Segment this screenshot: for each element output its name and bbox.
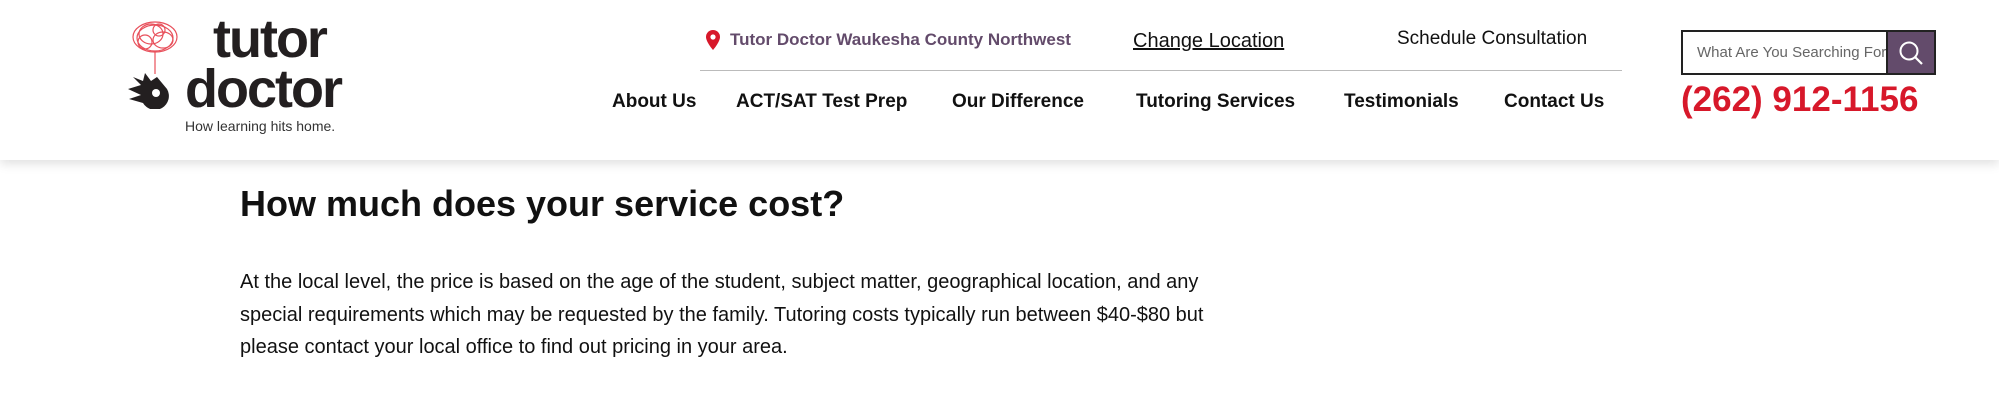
search-button[interactable] (1886, 32, 1934, 73)
nav-contact-us[interactable]: Contact Us (1504, 91, 1605, 112)
schedule-consultation-link[interactable]: Schedule Consultation (1397, 28, 1588, 49)
cost-paragraph: At the local level, the price is based o… (240, 271, 1204, 358)
nav-act-sat-test-prep[interactable]: ACT/SAT Test Prep (736, 91, 908, 112)
nav-testimonials[interactable]: Testimonials (1344, 91, 1459, 112)
search-form (1681, 30, 1936, 75)
phone-number-link[interactable]: (262) 912-1156 (1681, 80, 1919, 119)
hand-icon (128, 73, 169, 109)
logo-tagline: How learning hits home. (185, 118, 336, 134)
map-pin-icon (706, 30, 720, 50)
current-location: Tutor Doctor Waukesha County Northwest (706, 30, 1071, 50)
logo-word-tutor: tutor (213, 9, 328, 69)
section-heading: How much does your service cost? (240, 183, 845, 224)
logo-word-doctor: doctor (185, 59, 343, 119)
tutor-doctor-logo[interactable]: tutor doctor How learning hits home. (125, 12, 385, 136)
header-divider (700, 70, 1622, 71)
nav-about-us[interactable]: About Us (612, 91, 697, 112)
search-input[interactable] (1683, 32, 1886, 73)
nav-tutoring-services[interactable]: Tutoring Services (1136, 91, 1296, 112)
location-name: Tutor Doctor Waukesha County Northwest (730, 30, 1071, 49)
search-icon (1899, 41, 1923, 65)
brain-scribble-icon (132, 21, 178, 74)
nav-our-difference[interactable]: Our Difference (952, 91, 1084, 112)
change-location-link[interactable]: Change Location (1133, 30, 1285, 52)
site-header: tutor doctor How learning hits home. Tut… (0, 0, 1999, 160)
